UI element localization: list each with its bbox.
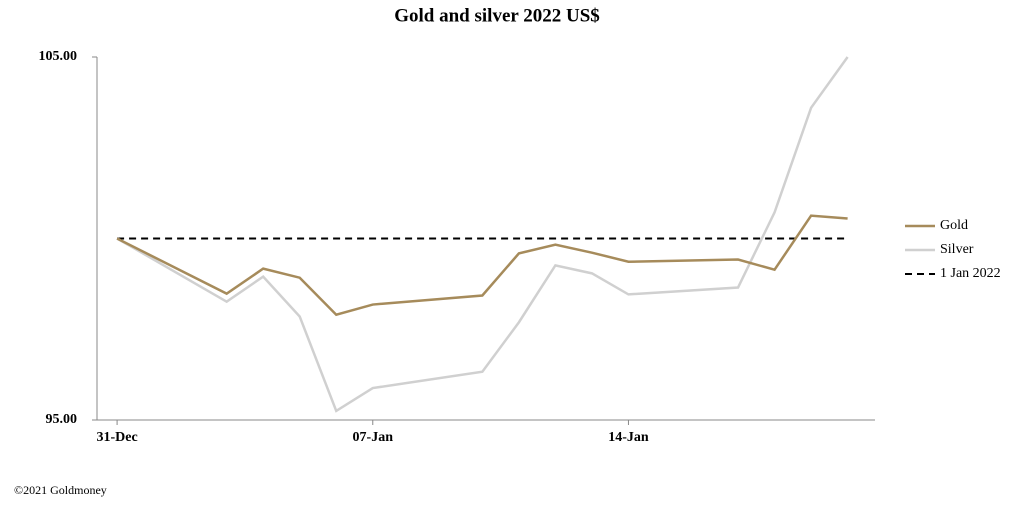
footer: ©2021 Goldmoney xyxy=(14,483,107,497)
legend-label: 1 Jan 2022 xyxy=(940,266,1001,281)
y-tick-label: 95.00 xyxy=(46,412,78,427)
chart-title: Gold and silver 2022 US$ xyxy=(394,5,600,26)
x-tick-label: 14-Jan xyxy=(608,430,649,445)
series-line xyxy=(116,56,849,413)
legend-label: Silver xyxy=(940,242,974,257)
x-tick-label: 07-Jan xyxy=(353,430,394,445)
legend-label: Gold xyxy=(940,218,968,233)
series-line xyxy=(116,214,848,317)
y-tick-label: 105.00 xyxy=(39,49,78,64)
x-tick-label: 31-Dec xyxy=(96,430,137,445)
